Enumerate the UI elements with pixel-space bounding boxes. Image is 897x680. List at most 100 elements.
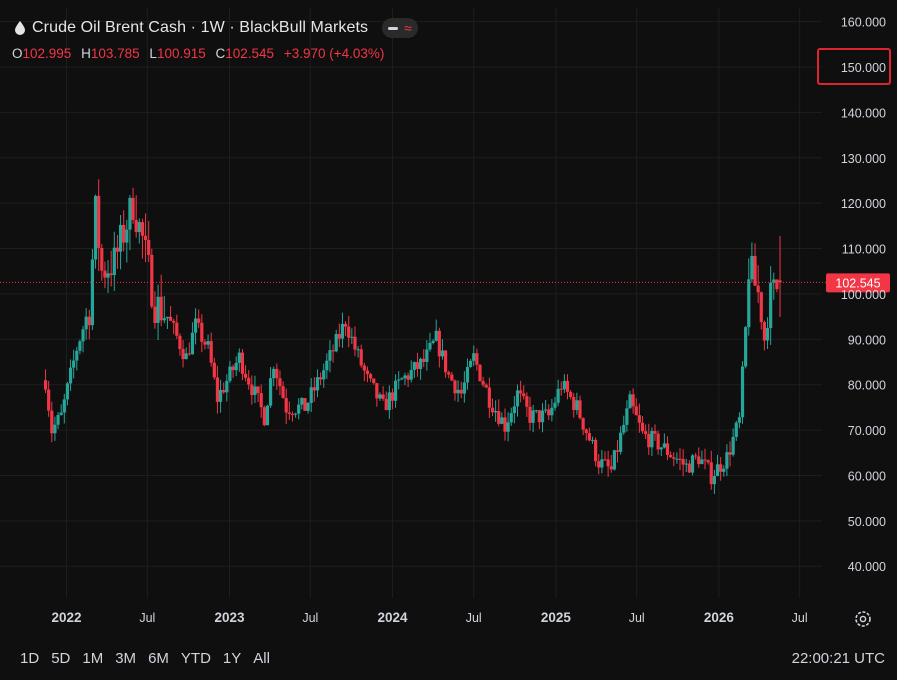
chart-header: Crude Oil Brent Cash · 1W · BlackBull Ma… [14,18,418,38]
candle-body [744,327,748,367]
price-tag-label: 102.545 [835,276,880,290]
candle-body [400,378,404,380]
candle-body [256,386,260,394]
candle-body [497,411,501,424]
candle-body [300,398,304,405]
candle-body [737,417,741,423]
candle-body [440,350,445,357]
candle-body [444,350,448,373]
candle-body [490,407,495,413]
candle-body [181,349,185,360]
candle-body [715,464,720,477]
candle-body [125,229,129,243]
candle-body [709,462,713,485]
range-all[interactable]: All [253,650,270,667]
candle-body [281,386,285,398]
candle-body [437,330,441,357]
candle-body [628,394,632,409]
candle-body [684,463,688,465]
candle-body [222,389,226,393]
candle-body [753,255,757,286]
x-tick-label: 2026 [704,610,735,625]
utc-clock[interactable]: 22:00:21 UTC [791,650,885,667]
candle-body [134,220,138,233]
candle-body [659,447,663,450]
x-tick-label: 2025 [541,610,572,625]
gear-icon[interactable] [853,609,873,629]
range-1m[interactable]: 1M [82,650,104,667]
candle-body [556,388,560,403]
candle-body [331,350,335,352]
candle-body [75,350,79,361]
candle-body [115,247,120,252]
candle-body [175,322,179,336]
range-ytd[interactable]: YTD [180,650,211,667]
candle-body [156,296,160,323]
candle-body [68,367,73,384]
candle-body [240,352,245,374]
candle-body [740,366,745,418]
candle-body [403,375,407,379]
range-1y[interactable]: 1Y [222,650,242,667]
range-1d[interactable]: 1D [20,650,40,667]
candle-body [409,369,413,380]
candle-body [750,255,754,280]
candle-body [747,279,751,328]
ohlc-legend: O102.995 H103.785 L100.915 C102.545 +3.9… [12,46,390,61]
candle-body [190,332,195,355]
candle-body [53,424,57,434]
candle-body [209,341,213,363]
candle-body [731,436,735,455]
range-3m[interactable]: 3M [115,650,137,667]
wave-icon[interactable]: ≈ [404,20,412,36]
candle-body [694,455,698,457]
candle-body [778,280,782,283]
x-tick-label: Jul [302,611,318,625]
candle-body [231,366,235,371]
candle-body [278,378,282,387]
candle-body [322,370,326,380]
candle-body [565,380,570,392]
candle-body [43,380,48,390]
candle-body [484,384,488,388]
candle-body [140,222,145,236]
range-6m[interactable]: 6M [148,650,169,667]
candle-body [644,431,648,434]
candle-body [406,375,410,380]
candle-body [465,366,470,383]
candle-body [365,370,370,375]
candle-body [525,396,529,407]
candle-body [447,372,451,375]
candle-body [368,374,373,379]
y-tick-label: 60.000 [848,469,886,483]
candle-body [759,292,763,323]
candle-body [390,392,395,401]
range-5d[interactable]: 5D [51,650,71,667]
candle-body [259,393,263,408]
candle-body [569,391,573,397]
minus-icon[interactable] [388,26,399,30]
candle-body [475,353,479,365]
highlight-box [817,48,891,85]
candle-body [650,431,654,448]
x-tick-label: 2024 [377,610,408,625]
x-tick-label: 2023 [214,610,245,625]
candle-body [756,285,760,293]
candle-body [65,383,70,400]
candle-body [315,377,320,391]
candle-body [587,433,591,441]
range-selector: 1D 5D 1M 3M 6M YTD 1Y All [20,650,270,667]
candle-body [500,417,504,424]
candle-body [325,360,329,371]
candle-body [681,459,685,465]
candle-body [550,407,554,416]
candle-body [547,409,551,416]
candle-body [719,464,723,472]
candle-body [662,443,666,448]
indicator-pill[interactable]: ≈ [382,18,418,38]
candle-body [218,389,223,402]
candle-body [250,384,254,395]
candle-body [228,366,232,381]
